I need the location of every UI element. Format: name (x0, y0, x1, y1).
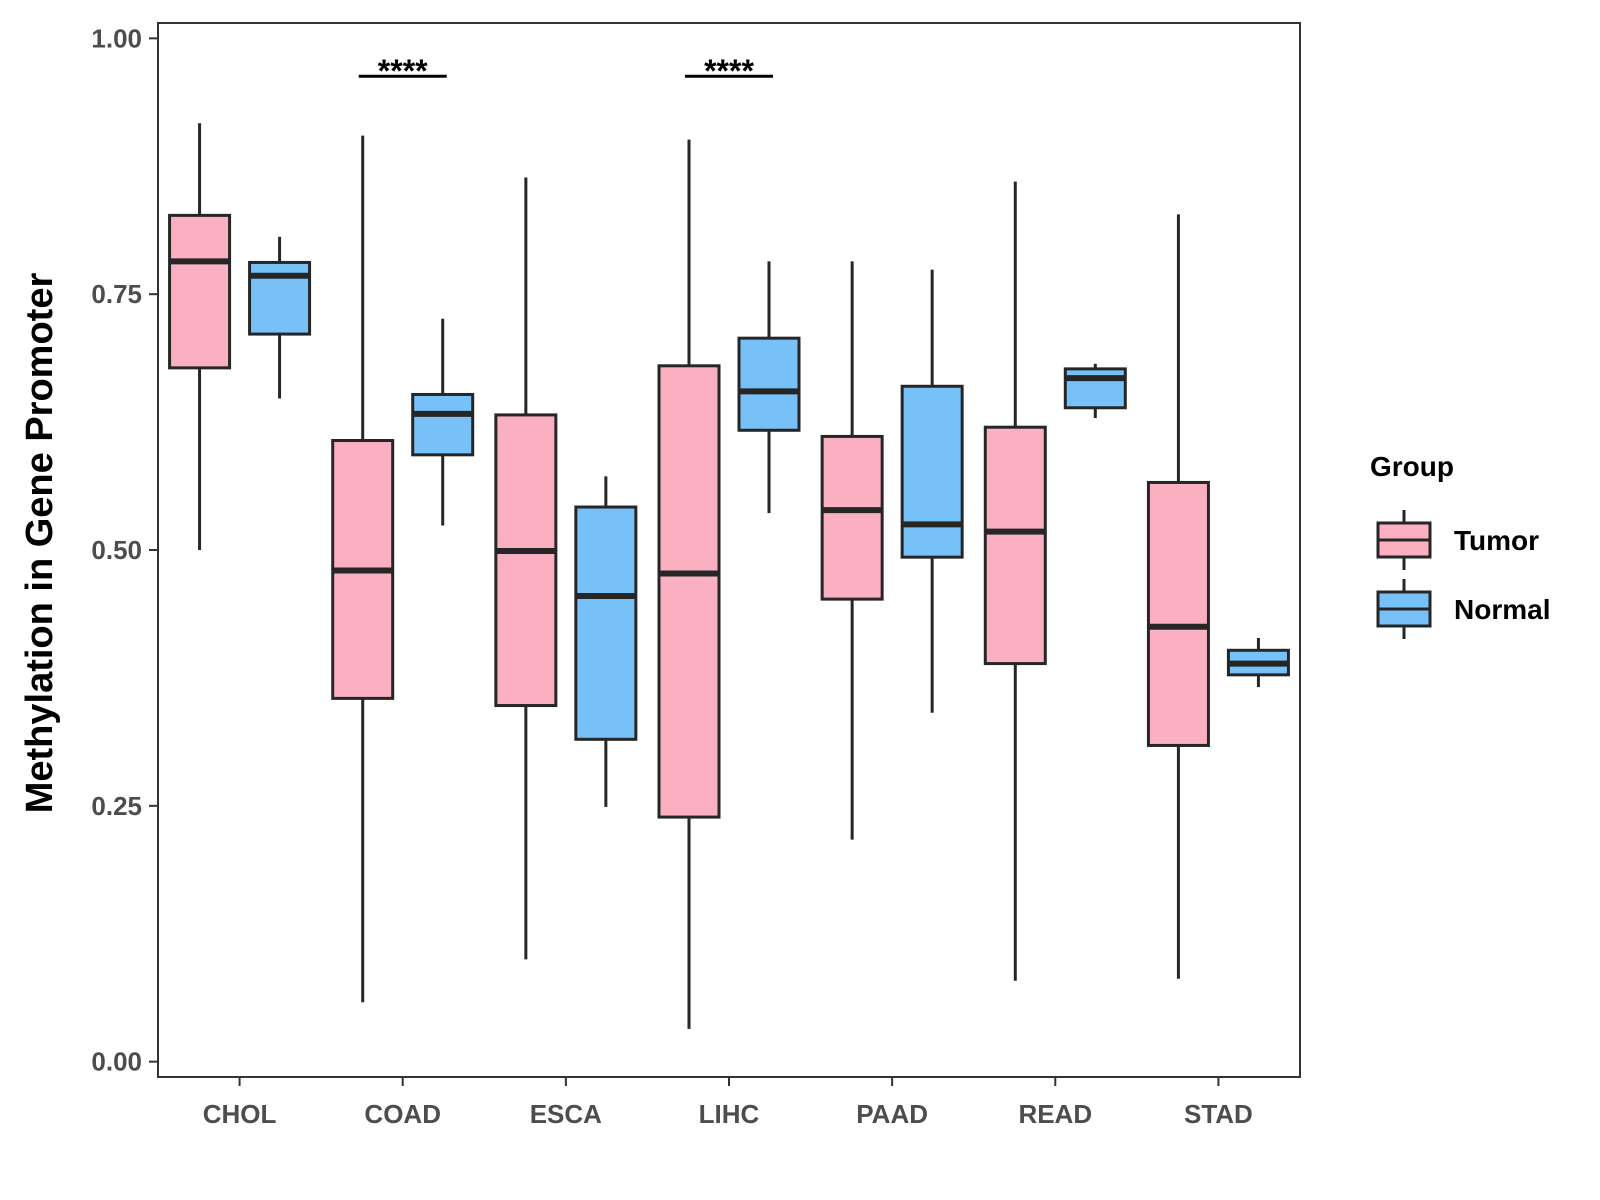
legend-key-tumor (1376, 510, 1432, 570)
box-iqr (1146, 480, 1210, 747)
box-tumor-stad (1146, 214, 1210, 979)
y-tick-label: 1.00 (91, 23, 142, 53)
x-tick-label-coad: COAD (364, 1099, 441, 1129)
y-tick-label: 0.00 (91, 1047, 142, 1077)
box-normal-coad (411, 318, 475, 526)
x-tick-label-stad: STAD (1184, 1099, 1253, 1129)
box-iqr (411, 392, 475, 457)
legend-label-normal: Normal (1454, 594, 1550, 625)
box-normal-esca (574, 476, 638, 807)
box-normal-read (1063, 363, 1127, 418)
significance-label: **** (378, 53, 428, 89)
x-tick-label-read: READ (1018, 1099, 1092, 1129)
box-iqr (1063, 367, 1127, 410)
y-tick-label: 0.25 (91, 791, 142, 821)
legend-title: Group (1370, 451, 1454, 482)
box-iqr (737, 336, 801, 432)
box-tumor-lihc (657, 139, 721, 1029)
box-iqr (820, 434, 884, 601)
box-iqr (494, 413, 558, 708)
box-normal-lihc (737, 261, 801, 514)
box-normal-stad (1226, 638, 1290, 688)
box-iqr (900, 384, 964, 559)
box-iqr (168, 213, 232, 370)
x-tick-label-paad: PAAD (856, 1099, 928, 1129)
box-tumor-chol (168, 123, 232, 550)
x-tick-label-lihc: LIHC (699, 1099, 760, 1129)
plot-area: 0.00 0.25 0.50 0.75 1.00 CHOL COAD ESCA LIHC PAAD… (91, 22, 1301, 1129)
box-tumor-coad (331, 135, 395, 1003)
x-tick-label-esca: ESCA (530, 1099, 602, 1129)
significance-label: **** (704, 53, 754, 89)
y-tick-label: 0.75 (91, 279, 142, 309)
box-normal-paad (900, 269, 964, 713)
box-normal-chol (248, 236, 312, 399)
box-tumor-paad (820, 261, 884, 840)
panel-border (157, 22, 1301, 1078)
x-tick-label-chol: CHOL (203, 1099, 277, 1129)
y-tick-label: 0.50 (91, 535, 142, 565)
legend-key-normal (1376, 579, 1432, 639)
box-tumor-read (983, 181, 1047, 981)
box-iqr (983, 425, 1047, 666)
legend-label-tumor: Tumor (1454, 525, 1539, 556)
box-iqr (574, 505, 638, 741)
box-iqr (657, 364, 721, 819)
y-axis-title: Methylation in Gene Promoter (19, 273, 61, 814)
legend: Group Tumor Normal (1370, 451, 1550, 639)
box-tumor-esca (494, 177, 558, 960)
